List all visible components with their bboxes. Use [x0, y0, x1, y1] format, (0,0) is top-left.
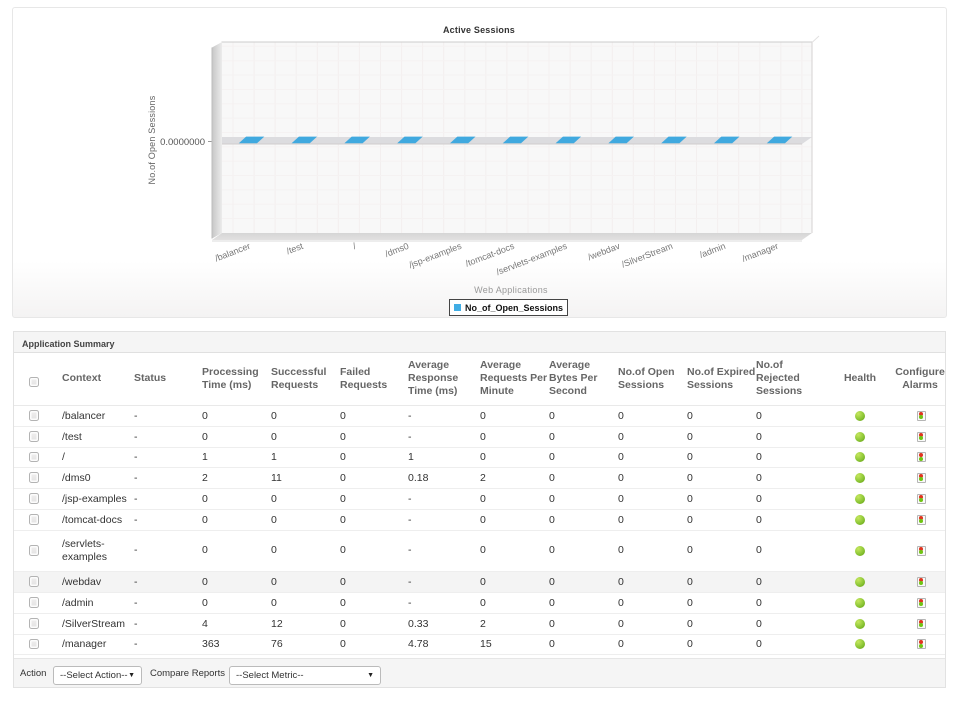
svg-text:Web Applications: Web Applications: [474, 285, 548, 295]
svg-text:/admin: /admin: [698, 241, 727, 260]
svg-text:No_of_Open_Sessions: No_of_Open_Sessions: [465, 303, 563, 313]
svg-text:/jsp-examples: /jsp-examples: [407, 241, 463, 270]
svg-text:/test: /test: [285, 241, 305, 257]
svg-text:0.0000000: 0.0000000: [160, 137, 205, 148]
svg-text:/: /: [351, 241, 357, 251]
svg-text:/balancer: /balancer: [214, 241, 252, 264]
svg-text:/webdav: /webdav: [586, 241, 621, 263]
svg-text:Active Sessions: Active Sessions: [443, 25, 515, 35]
svg-text:No.of Open Sessions: No.of Open Sessions: [147, 95, 157, 184]
svg-text:/manager: /manager: [741, 241, 780, 264]
svg-text:/SilverStream: /SilverStream: [620, 241, 674, 270]
svg-text:/dms0: /dms0: [384, 241, 410, 259]
